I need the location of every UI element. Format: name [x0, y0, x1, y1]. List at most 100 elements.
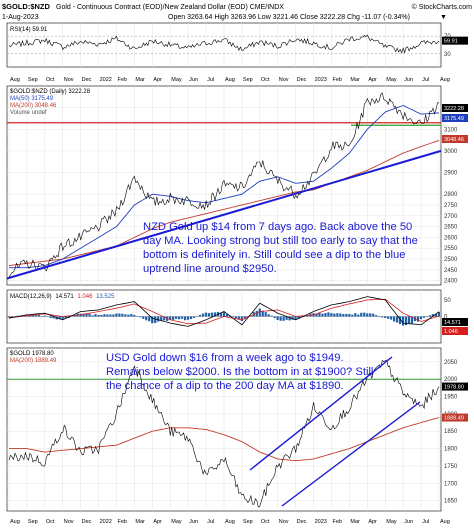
price-value-badge-text: 3222.28: [444, 106, 464, 112]
price-y-tick: 2400: [444, 279, 458, 285]
x-tick-label: Oct: [261, 77, 270, 83]
x-tick-label: Aug: [225, 519, 235, 525]
x-tick-label: Aug: [10, 77, 20, 83]
macd-y-tick: 50: [444, 298, 451, 304]
price-y-tick: 2900: [444, 171, 458, 177]
macd-histogram-bar: [318, 313, 321, 317]
x-tick-label: Jul: [207, 519, 214, 525]
macd-histogram-bar: [198, 314, 202, 317]
macd-histogram-bar: [231, 315, 234, 317]
chart-marks: [6, 34, 442, 508]
chart-subtitle: Gold - Continuous Contract (EOD)/New Zea…: [56, 4, 284, 11]
macd-histogram-bar: [237, 316, 240, 320]
price-y-tick: 2650: [444, 225, 458, 231]
macd-histogram-bar: [384, 316, 387, 318]
watermark: © StockCharts.com: [412, 3, 473, 11]
usd-value-badge: [442, 382, 468, 391]
macd-histogram-bar: [351, 314, 354, 317]
macd-value-badge: [442, 318, 468, 326]
rsi-legend: RSI(14) 59.91: [10, 27, 48, 33]
macd-histogram-bar: [180, 316, 184, 319]
macd-histogram-bar: [393, 316, 396, 322]
macd-legend-prefix: MACD(12,26,9): [10, 294, 52, 300]
macd-histogram-bar: [422, 316, 426, 318]
macd-histogram-bar: [31, 315, 34, 317]
macd-histogram-bar: [401, 316, 405, 326]
macd-histogram-bar: [103, 314, 106, 317]
macd-histogram-bar: [279, 316, 282, 321]
macd-histogram-bar: [425, 316, 429, 318]
usd-y-tick: 2050: [444, 360, 458, 366]
macd-value-badge: [442, 327, 468, 335]
price-value-badge: [442, 114, 468, 122]
macd-histogram-bar: [282, 316, 285, 321]
x-tick-label: Feb: [333, 519, 342, 525]
macd-histogram-bar: [285, 316, 288, 320]
x-tick-label: May: [386, 77, 397, 83]
x-tick-label: Dec: [297, 519, 307, 525]
price-y-tick: 3100: [444, 127, 458, 133]
macd-histogram-bar: [431, 314, 435, 317]
macd-histogram-bar: [139, 316, 142, 318]
macd-histogram-bar: [324, 313, 327, 317]
macd-histogram-bar: [34, 315, 37, 317]
macd-histogram-bar: [109, 314, 112, 317]
price-y-tick: 2500: [444, 257, 458, 263]
macd-histogram-bar: [264, 312, 267, 317]
rsi-value-badge-text: 59.91: [444, 39, 458, 45]
usd-y-tick: 1650: [444, 499, 458, 505]
macd-histogram-bar: [127, 314, 130, 317]
macd-histogram-bar: [416, 316, 420, 322]
macd-histogram-bar: [369, 313, 372, 317]
usd-legend-series: $GOLD 1978.80: [10, 351, 54, 357]
x-tick-label: Aug: [440, 77, 450, 83]
usd-channel-upper: [249, 356, 393, 471]
macd-histogram-bar: [258, 308, 261, 317]
macd-histogram-bar: [115, 313, 118, 317]
ma200-line: [8, 139, 440, 266]
x-tick-label: Feb: [118, 77, 127, 83]
x-tick-label: Nov: [279, 519, 289, 525]
price-y-tick: 2450: [444, 268, 458, 274]
x-tick-label: Aug: [10, 519, 20, 525]
usd-annotation-line: Remains below $2000. Is the bottom in at…: [106, 366, 373, 378]
macd-histogram-bar: [255, 310, 258, 317]
x-tick-label: Jul: [422, 519, 429, 525]
chart-date: 1-Aug-2023: [2, 14, 39, 21]
x-tick-label: Mar: [135, 519, 145, 525]
macd-histogram-bar: [207, 313, 211, 317]
x-tick-label: Sep: [243, 77, 253, 83]
macd-histogram-bar: [360, 312, 363, 317]
macd-histogram-bar: [82, 313, 85, 317]
macd-histogram-bar: [201, 313, 205, 317]
usd-annotation-line: USD Gold down $16 from a week ago to $19…: [106, 352, 344, 364]
macd-histogram-bar: [97, 315, 100, 317]
macd-histogram-bar: [222, 312, 225, 317]
macd-histogram-bar: [366, 313, 369, 317]
price-y-tick: 2750: [444, 203, 458, 209]
usd-value-badge-text: 1889.49: [444, 416, 464, 422]
macd-legend: MACD(12,26,9) 14.571 1.046 13.525: [10, 294, 115, 300]
usd-annotation: USD Gold down $16 from a week ago to $19…: [106, 352, 373, 392]
usd-y-tick: 2000: [444, 377, 458, 383]
x-tick-label: Apr: [153, 519, 162, 525]
rsi-line: [8, 34, 440, 54]
macd-histogram-bar: [121, 313, 124, 317]
chart-title: $GOLD:$NZD: [2, 2, 51, 11]
x-tick-label: Jul: [422, 77, 429, 83]
x-tick-label: Sep: [28, 519, 38, 525]
macd-legend-macd: 14.571: [55, 294, 74, 300]
x-tick-label: Nov: [279, 77, 289, 83]
macd-histogram-bar: [58, 316, 61, 320]
price-legend-series: $GOLD:$NZD (Daily) 3222.28: [10, 89, 91, 95]
macd-histogram-bar: [428, 315, 432, 317]
macd-histogram-bar: [204, 312, 208, 317]
macd-histogram-bar: [243, 316, 246, 320]
x-tick-label: Mar: [350, 519, 360, 525]
x-tick-label: Dec: [297, 77, 307, 83]
usd-y-tick: 1700: [444, 481, 458, 487]
macd-histogram-bar: [118, 313, 121, 317]
macd-histogram-bar: [327, 312, 330, 317]
x-tick-label: Nov: [64, 77, 74, 83]
macd-value-badge-text: 14.571: [444, 320, 461, 326]
